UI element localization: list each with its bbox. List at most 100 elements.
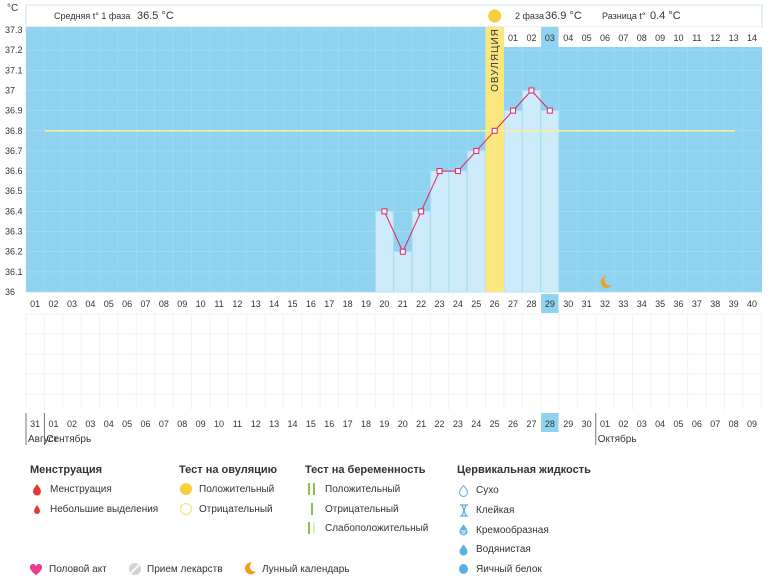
cycle-day-label: 06: [122, 299, 132, 309]
date-label: 11: [233, 419, 242, 429]
date-label: 12: [251, 419, 261, 429]
y-tick-label: 36.2: [5, 247, 23, 257]
cycle-day-label: 12: [232, 299, 242, 309]
date-label: 21: [416, 419, 426, 429]
current-day-highlight: [541, 294, 559, 313]
date-label: 30: [582, 419, 592, 429]
y-tick-label: 36.9: [5, 106, 23, 116]
date-label: 28: [545, 419, 555, 429]
cycle-day-label: 01: [30, 299, 40, 309]
month-label: Август: [28, 434, 59, 445]
phase2-day-strip: [503, 27, 762, 47]
ovulation-column: [485, 27, 504, 292]
legend-cervical-title: Цервикальная жидкость: [457, 464, 591, 476]
temperature-point: [454, 168, 461, 175]
cycle-day-label: 15: [288, 299, 298, 309]
phase2-day-label: 10: [673, 33, 683, 43]
temperature-point: [546, 107, 553, 114]
date-label: 03: [85, 419, 95, 429]
date-label: 07: [710, 419, 720, 429]
legend-cervical-egg-white: Яичный белок: [476, 564, 542, 575]
plot-background: [26, 27, 762, 292]
phase1-value: 36.5 °C: [137, 10, 174, 22]
legend-menstruation-title: Менструация: [30, 464, 103, 476]
phase2-day-label: 05: [582, 33, 592, 43]
legend-cervical-dry: Сухо: [476, 485, 499, 496]
dry-icon: [458, 484, 469, 497]
phase2-day-label: 13: [729, 33, 739, 43]
cycle-day-label: 05: [104, 299, 114, 309]
date-label: 02: [67, 419, 77, 429]
temperature-bar: [412, 211, 431, 293]
cycle-day-label: 37: [692, 299, 702, 309]
cycle-day-label: 08: [159, 299, 169, 309]
temperature-point: [491, 127, 498, 134]
legend-pregnancy-test-title: Тест на беременность: [305, 464, 426, 476]
phase2-value: 36.9 °C: [545, 10, 582, 22]
month-label: Октябрь: [598, 433, 637, 445]
date-label: 27: [526, 419, 536, 429]
temperature-bar: [540, 110, 559, 293]
y-tick-label: 37.2: [5, 45, 23, 55]
legend-cervical-watery: Водянистая: [476, 544, 531, 555]
temperature-bar: [448, 170, 467, 293]
date-label: 10: [214, 419, 224, 429]
date-label: 08: [177, 419, 187, 429]
cycle-day-label: 31: [582, 299, 592, 309]
phase2-label: 2 фаза: [515, 11, 544, 21]
cycle-day-label: 32: [600, 299, 610, 309]
y-tick-label: 37.3: [5, 25, 23, 35]
y-tick-label: 37.1: [5, 65, 23, 75]
cycle-day-label: 40: [747, 299, 757, 309]
phase2-day-label: 09: [655, 33, 665, 43]
legend-menstruation-item: Менструация: [50, 484, 112, 495]
cycle-day-label: 14: [269, 299, 279, 309]
egg-white-icon: [459, 564, 468, 574]
date-label: 01: [600, 419, 610, 429]
ovulation-label: ОВУЛЯЦИЯ: [490, 28, 501, 92]
cycle-day-label: 29: [545, 299, 555, 309]
cycle-day-label: 03: [67, 299, 77, 309]
drop-small-red-icon: [34, 505, 40, 514]
temperature-point: [510, 107, 517, 114]
date-label: 05: [673, 419, 683, 429]
cycle-day-label: 13: [251, 299, 261, 309]
creamy-icon: [459, 524, 468, 536]
legend-cervical-creamy: Кремообразная: [476, 525, 549, 536]
phase2-day-label: 04: [563, 33, 573, 43]
date-label: 05: [122, 419, 132, 429]
date-label: 07: [159, 419, 169, 429]
date-label: 13: [269, 419, 279, 429]
temperature-point: [399, 248, 406, 255]
phase1-label: Средняя t° 1 фаза: [54, 11, 130, 21]
temperature-bar: [430, 170, 449, 293]
date-label: 08: [729, 419, 739, 429]
y-tick-label: 36.6: [5, 166, 23, 176]
cycle-day-label: 24: [453, 299, 463, 309]
date-label: 15: [306, 419, 316, 429]
drop-red-icon: [33, 484, 41, 496]
cycle-day-label: 20: [379, 299, 389, 309]
legend-ovulation-test-title: Тест на овуляцию: [179, 464, 278, 476]
cycle-day-label: 26: [490, 299, 500, 309]
date-label: 19: [379, 419, 389, 429]
phase2-day-label: 11: [692, 33, 701, 43]
phase2-day-label: 03: [545, 33, 555, 43]
phase2-day-label: 12: [710, 33, 720, 43]
cycle-day-label: 39: [729, 299, 739, 309]
heart-icon: [29, 563, 43, 575]
date-label: 17: [343, 419, 353, 429]
phase2-day-label: 01: [508, 33, 518, 43]
cycle-day-label: 10: [196, 299, 206, 309]
legend-ovulation-negative: Отрицательный: [199, 504, 273, 515]
phase2-day-label: 06: [600, 33, 610, 43]
date-label: 04: [655, 419, 665, 429]
diff-label: Разница t°: [602, 11, 646, 21]
legend-pregnancy-negative: Отрицательный: [325, 504, 399, 515]
date-label: 20: [398, 419, 408, 429]
cycle-day-label: 28: [526, 299, 536, 309]
temperature-line: [383, 89, 551, 253]
phase2-day-label: 02: [526, 33, 536, 43]
sticky-icon: [460, 504, 468, 517]
diff-value: 0.4 °C: [650, 10, 681, 22]
